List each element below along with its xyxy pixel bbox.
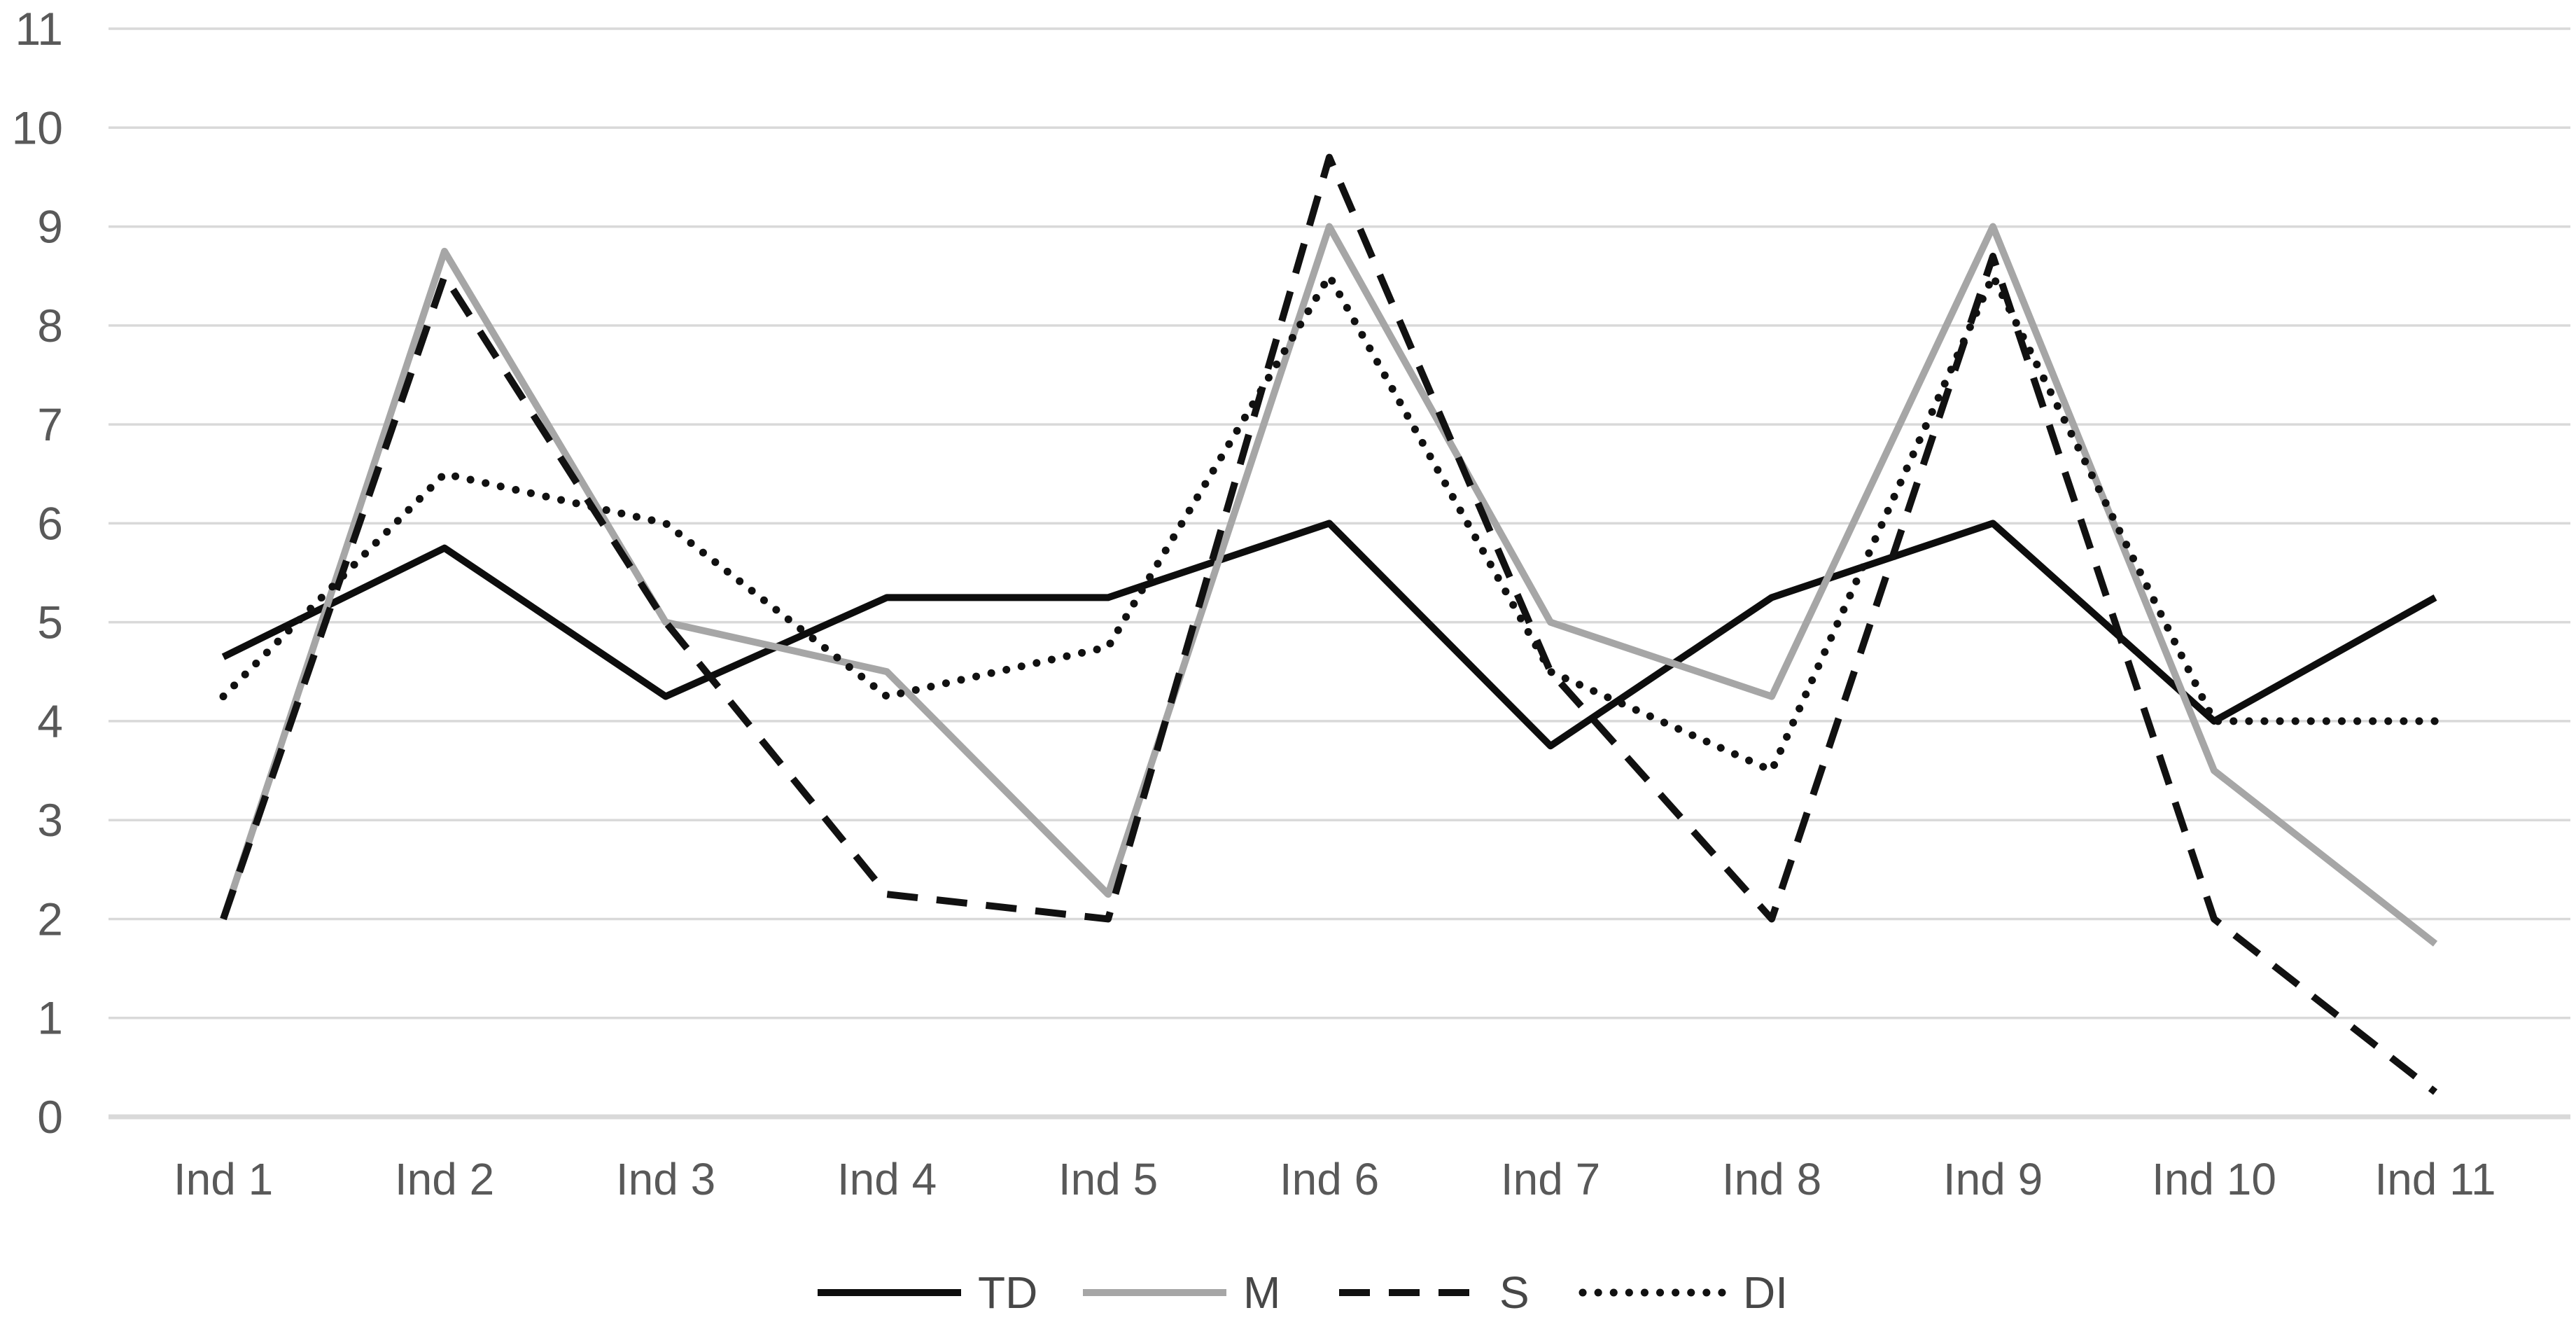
x-tick-label-1: Ind 1 [174, 1154, 273, 1204]
x-tick-label-6: Ind 6 [1280, 1154, 1379, 1204]
legend-item-S: S [1339, 1267, 1530, 1318]
x-tick-label-4: Ind 4 [837, 1154, 937, 1204]
legend-item-M: M [1083, 1267, 1280, 1318]
y-tick-label-10: 10 [12, 102, 63, 153]
legend-item-TD: TD [818, 1267, 1037, 1318]
y-axis-labels: 0 1 2 3 4 5 6 7 8 9 10 11 [12, 3, 63, 1143]
x-tick-label-2: Ind 2 [395, 1154, 494, 1204]
y-tick-label-8: 8 [37, 300, 63, 352]
legend-label-DI: DI [1743, 1267, 1788, 1318]
series-lines [219, 153, 2440, 1095]
y-tick-label-1: 1 [37, 992, 63, 1044]
y-tick-label-5: 5 [37, 597, 63, 648]
y-tick-label-4: 4 [37, 695, 63, 747]
gridlines-layer [108, 27, 2570, 1120]
y-tick-label-0: 0 [37, 1091, 63, 1143]
x-tick-label-3: Ind 3 [616, 1154, 715, 1204]
y-tick-label-2: 2 [37, 893, 63, 945]
legend-label-M: M [1243, 1267, 1280, 1318]
x-tick-label-5: Ind 5 [1058, 1154, 1158, 1204]
legend-label-S: S [1499, 1267, 1530, 1318]
x-axis-labels: Ind 1 Ind 2 Ind 3 Ind 4 Ind 5 Ind 6 Ind 7 Ind 8… [174, 1154, 2496, 1204]
x-tick-label-9: Ind 9 [1943, 1154, 2043, 1204]
x-tick-label-7: Ind 7 [1501, 1154, 1600, 1204]
y-tick-label-9: 9 [37, 201, 63, 253]
y-tick-label-6: 6 [37, 497, 63, 549]
series-line-DI [219, 272, 2440, 775]
y-tick-label-3: 3 [37, 794, 63, 846]
legend: TD M S DI [818, 1267, 1788, 1318]
series-line-TD [221, 520, 2437, 750]
y-tick-label-7: 7 [37, 398, 63, 450]
x-tick-label-8: Ind 8 [1722, 1154, 1821, 1204]
legend-item-DI: DI [1578, 1267, 1788, 1318]
y-tick-label-11: 11 [15, 3, 63, 55]
legend-label-TD: TD [978, 1267, 1037, 1318]
x-tick-label-11: Ind 11 [2374, 1154, 2496, 1204]
series-line-M [220, 223, 2438, 947]
x-tick-label-10: Ind 10 [2152, 1154, 2276, 1204]
